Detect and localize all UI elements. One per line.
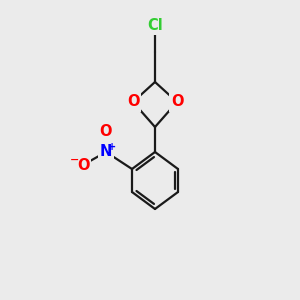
Text: O: O [127, 94, 139, 110]
Text: +: + [108, 142, 116, 152]
Text: O: O [77, 158, 89, 172]
Text: O: O [171, 94, 183, 110]
Text: Cl: Cl [147, 17, 163, 32]
Text: −: − [70, 155, 80, 165]
Text: N: N [100, 145, 112, 160]
Text: O: O [100, 124, 112, 140]
